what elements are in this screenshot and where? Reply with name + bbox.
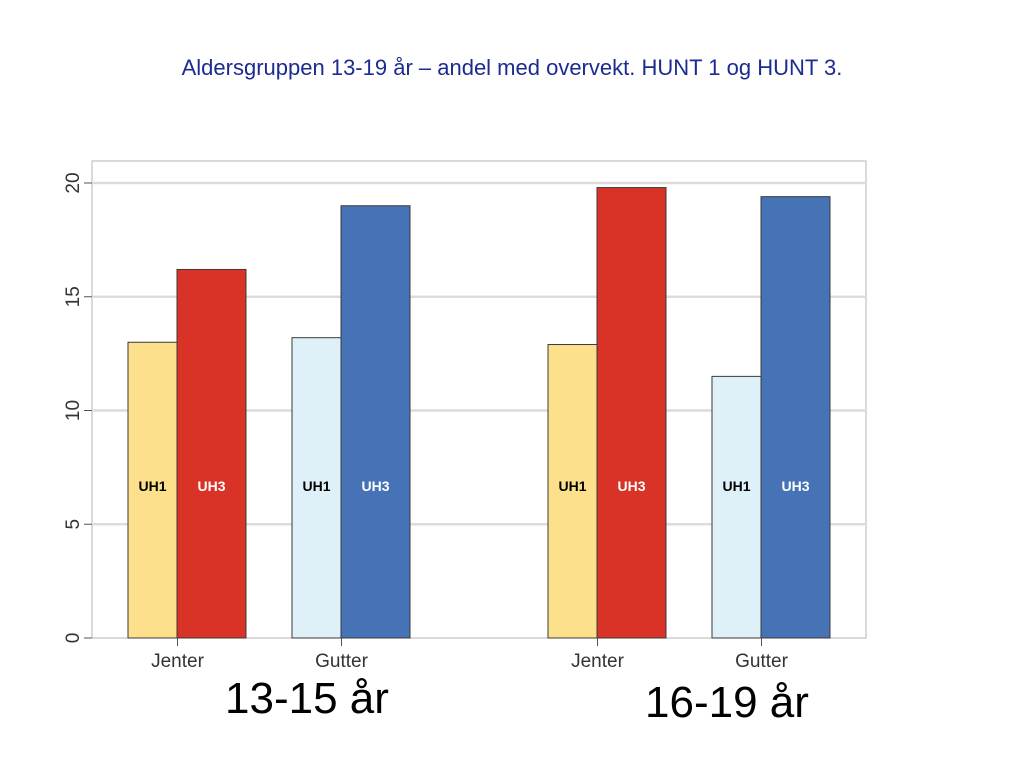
group-label-13-15: 13-15 år <box>225 674 389 723</box>
y-tick-label: 10 <box>63 400 84 421</box>
bar-label: UH3 <box>617 478 645 494</box>
bar-16-19--jenter-uh3 <box>596 187 667 639</box>
y-tick-label: 5 <box>63 519 84 530</box>
y-tick-label: 0 <box>63 633 84 644</box>
slide-title: Aldersgruppen 13-19 år – andel med overv… <box>181 55 843 80</box>
x-tick-label: Jenter <box>151 651 204 672</box>
bar-16-19--jenter-uh1 <box>547 344 598 639</box>
bar-label: UH1 <box>722 478 750 494</box>
bar-16-19--gutter-uh1 <box>711 375 762 639</box>
group-label-16-19: 16-19 år <box>645 678 809 727</box>
x-tick-label: Gutter <box>315 651 368 672</box>
bar-16-19--gutter-uh3 <box>760 196 831 639</box>
bar-label: UH3 <box>781 478 809 494</box>
bar-label: UH3 <box>197 478 225 494</box>
x-tick-label: Gutter <box>735 651 788 672</box>
bar-13-15--gutter-uh3 <box>340 205 411 639</box>
bar-13-15--jenter-uh3 <box>176 268 247 639</box>
bar-13-15--jenter-uh1 <box>127 341 178 639</box>
bar-label: UH1 <box>302 478 330 494</box>
y-tick-label: 20 <box>63 172 84 193</box>
bar-label: UH1 <box>558 478 586 494</box>
y-tick-label: 15 <box>63 286 84 307</box>
bar-label: UH1 <box>138 478 166 494</box>
bar-label: UH3 <box>361 478 389 494</box>
bar-13-15--gutter-uh1 <box>291 337 342 639</box>
x-tick-label: Jenter <box>571 651 624 672</box>
